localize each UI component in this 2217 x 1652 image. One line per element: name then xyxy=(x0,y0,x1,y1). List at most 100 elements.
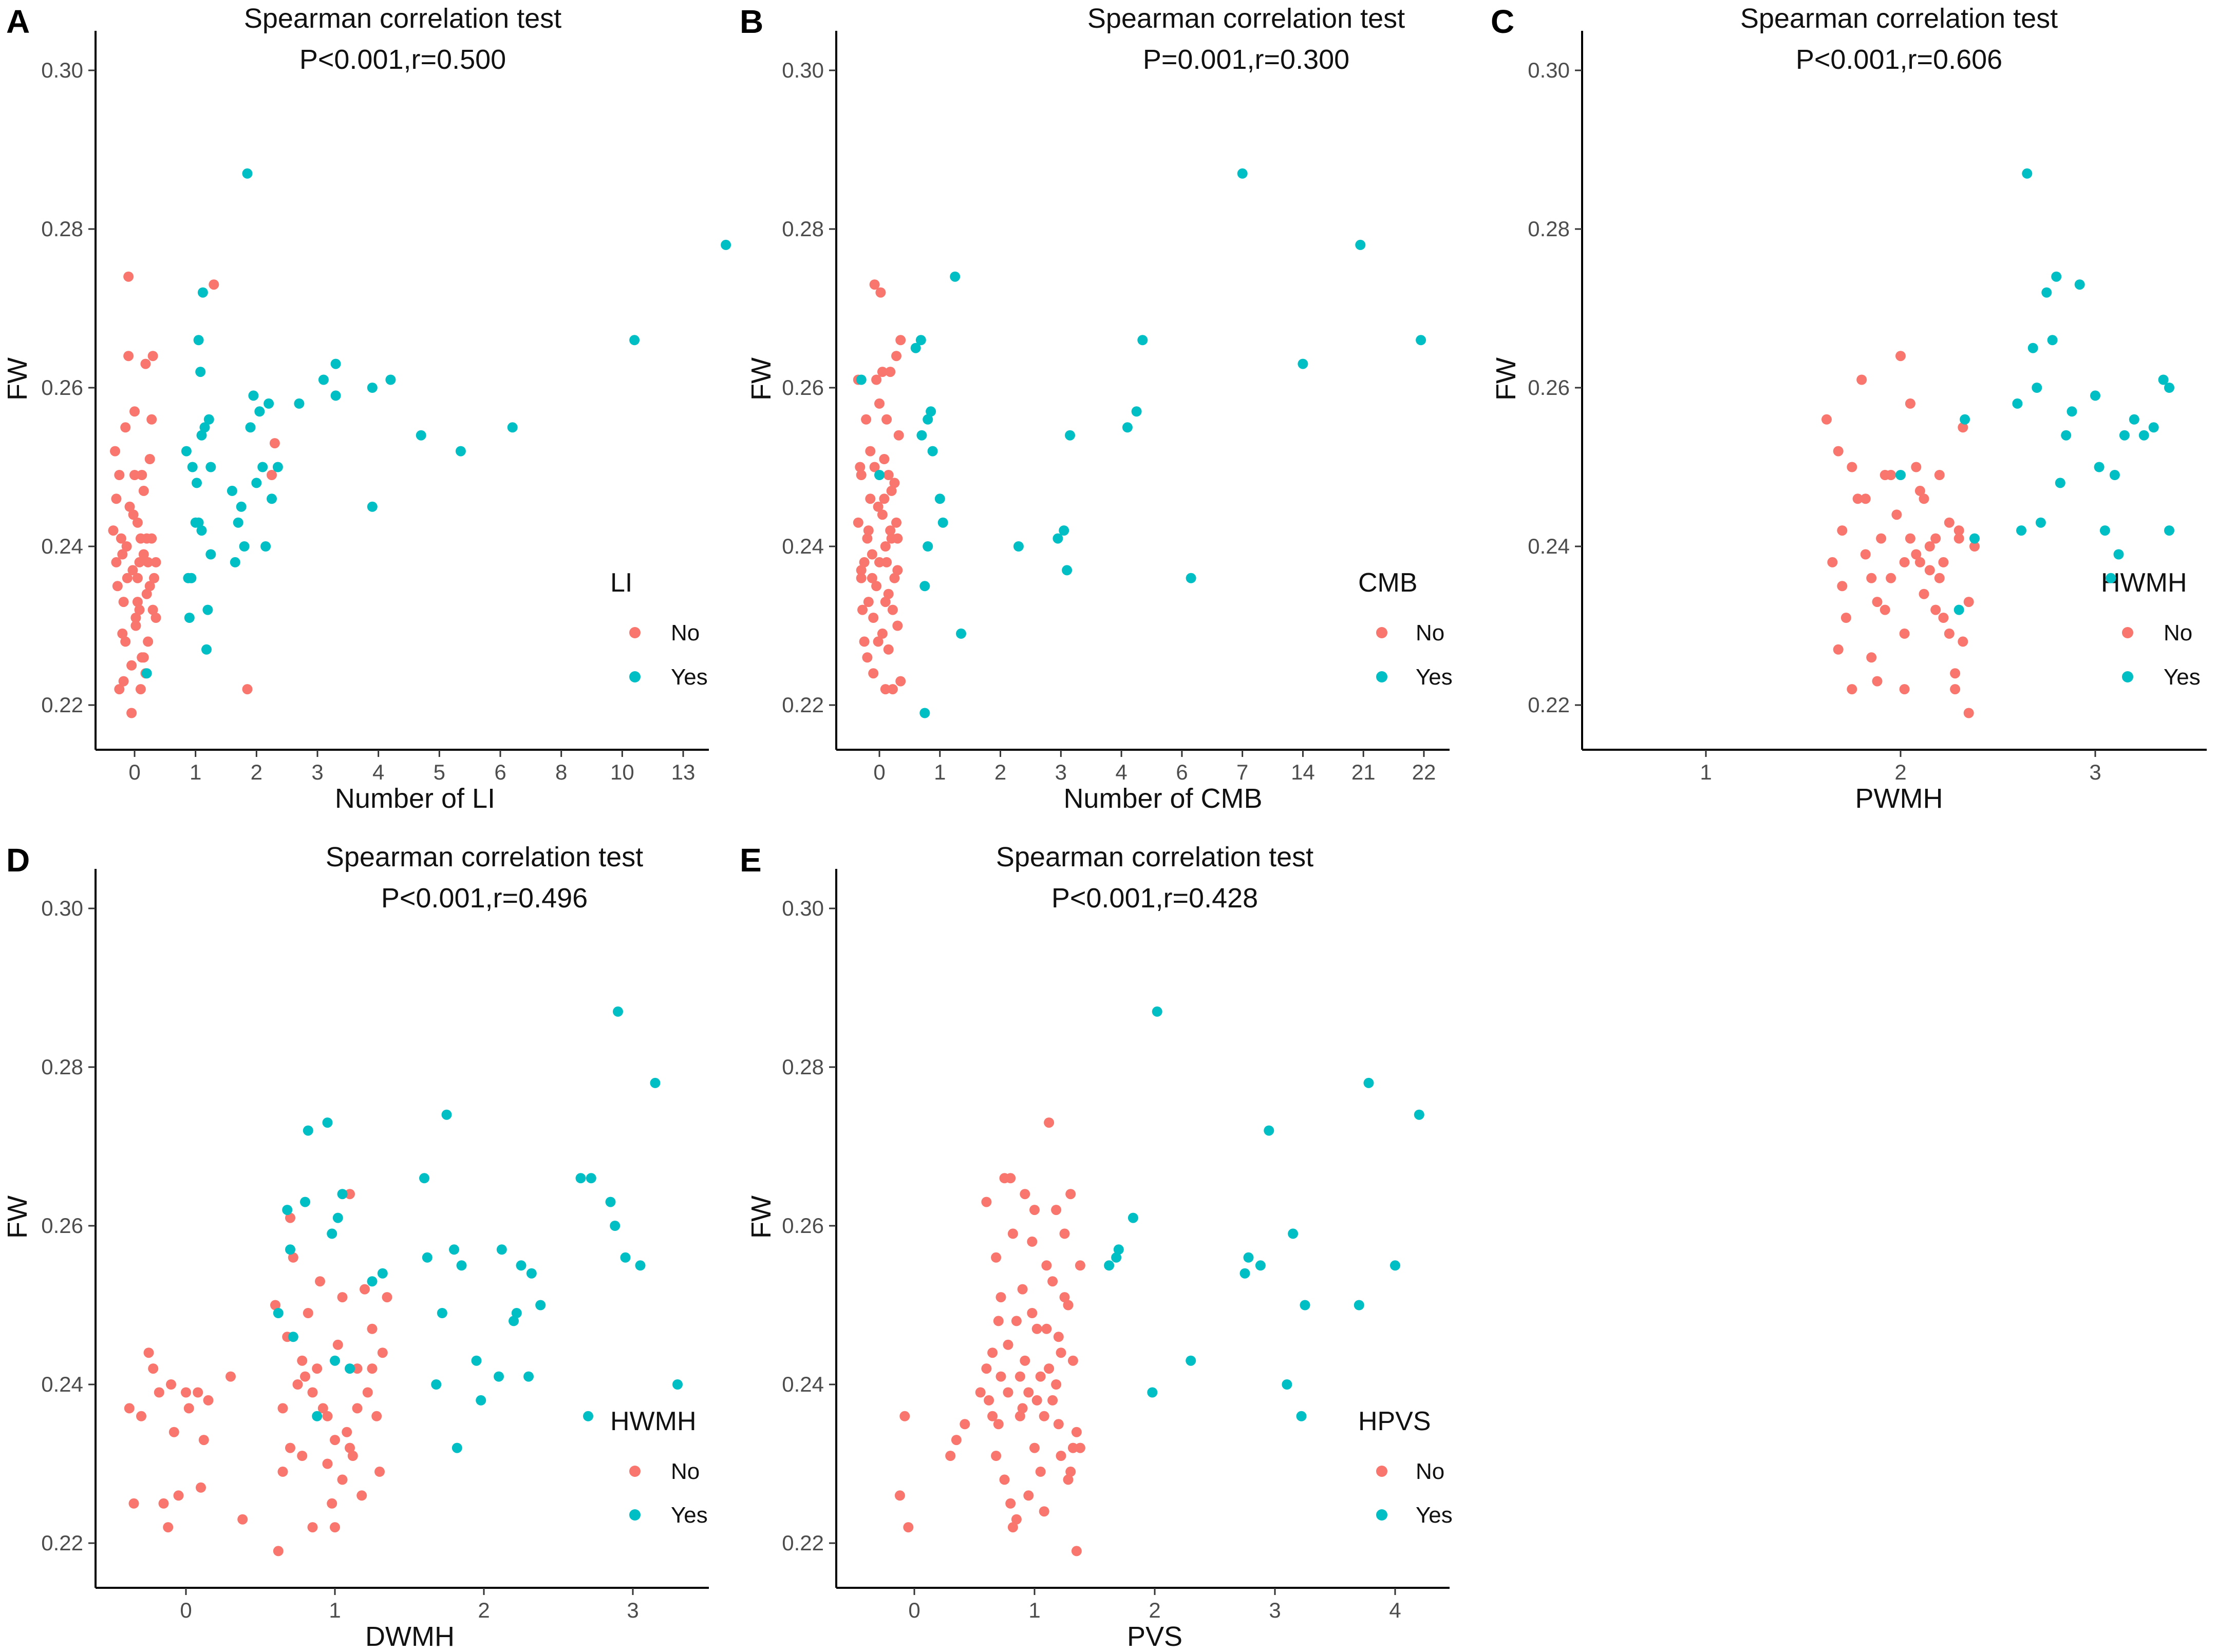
legend-label-no: No xyxy=(671,620,700,645)
data-point-no xyxy=(166,1379,176,1390)
data-point-yes xyxy=(197,287,208,298)
data-point-no xyxy=(892,533,903,544)
x-tick-label: 0 xyxy=(180,1598,192,1622)
data-point-yes xyxy=(526,1268,537,1279)
data-point-no xyxy=(951,1435,962,1446)
data-point-no xyxy=(337,1292,348,1303)
data-point-no xyxy=(1014,1411,1025,1421)
data-point-yes xyxy=(2012,398,2023,409)
data-point-no xyxy=(1075,1442,1085,1453)
data-point-yes xyxy=(1390,1260,1400,1271)
y-tick-label: 0.30 xyxy=(41,896,83,920)
data-point-no xyxy=(856,470,867,480)
data-point-yes xyxy=(535,1300,546,1311)
data-point-no xyxy=(1041,1323,1052,1334)
data-point-no xyxy=(158,1498,169,1509)
data-point-no xyxy=(307,1522,318,1533)
y-tick-label: 0.30 xyxy=(41,58,83,82)
data-point-no xyxy=(889,573,900,583)
data-point-no xyxy=(1031,1323,1042,1334)
data-point-no xyxy=(154,1387,164,1398)
data-point-no xyxy=(1029,1205,1040,1216)
legend-label-yes: Yes xyxy=(1416,664,1453,690)
data-point-no xyxy=(130,613,141,623)
data-point-no xyxy=(855,462,866,472)
data-point-no xyxy=(1011,1514,1022,1525)
data-point-yes xyxy=(2022,168,2033,179)
data-point-no xyxy=(1833,446,1844,457)
panel-label-d: D xyxy=(6,842,30,879)
data-point-yes xyxy=(227,485,237,496)
data-point-yes xyxy=(422,1252,433,1263)
data-point-no xyxy=(883,588,894,599)
data-point-no xyxy=(869,462,880,472)
data-point-no xyxy=(1063,1474,1074,1485)
data-point-yes xyxy=(186,573,197,583)
data-point-yes xyxy=(230,557,240,567)
data-point-no xyxy=(148,1363,159,1374)
y-axis-title: FW xyxy=(746,357,777,401)
data-point-no xyxy=(377,1347,388,1358)
data-point-no xyxy=(277,1403,288,1414)
data-point-no xyxy=(1938,557,1949,567)
data-point-no xyxy=(1041,1260,1052,1271)
stat-title: Spearman correlation test xyxy=(326,842,643,872)
data-point-no xyxy=(1860,549,1871,560)
data-point-yes xyxy=(923,541,933,552)
data-point-no xyxy=(121,541,132,552)
data-point-no xyxy=(134,604,145,615)
data-point-no xyxy=(1919,493,1929,504)
y-tick-label: 0.22 xyxy=(782,693,824,717)
data-point-no xyxy=(193,1387,203,1398)
data-point-no xyxy=(863,525,874,536)
data-point-yes xyxy=(294,398,305,409)
data-point-yes xyxy=(449,1244,459,1255)
data-point-no xyxy=(126,660,137,671)
data-point-no xyxy=(151,613,161,623)
data-point-no xyxy=(1911,462,1922,472)
data-point-no xyxy=(312,1363,323,1374)
data-point-no xyxy=(267,470,277,480)
data-point-no xyxy=(880,597,891,607)
data-point-no xyxy=(981,1197,992,1207)
data-point-no xyxy=(1953,525,1964,536)
data-point-no xyxy=(853,517,863,528)
data-point-no xyxy=(1899,557,1910,567)
data-point-no xyxy=(144,454,155,464)
data-point-yes xyxy=(2113,549,2124,560)
data-point-yes xyxy=(471,1355,482,1366)
data-point-yes xyxy=(1296,1411,1307,1421)
data-point-no xyxy=(886,485,897,496)
data-point-no xyxy=(300,1371,310,1382)
data-point-yes xyxy=(1363,1077,1374,1088)
data-point-no xyxy=(1044,1117,1055,1128)
data-point-yes xyxy=(1355,239,1366,250)
data-point-no xyxy=(111,557,122,567)
data-point-no xyxy=(856,565,867,576)
x-tick-label: 4 xyxy=(1389,1598,1401,1622)
panel-d: D Spearman correlation test P<0.001,r=0.… xyxy=(2,842,709,1652)
x-tick-label: 14 xyxy=(1291,760,1315,784)
data-point-no xyxy=(118,597,129,607)
data-point-yes xyxy=(2164,383,2174,393)
data-point-no xyxy=(895,676,906,687)
data-point-no xyxy=(123,271,134,282)
data-point-no xyxy=(137,470,147,480)
data-point-no xyxy=(1914,485,1925,496)
data-point-no xyxy=(303,1308,313,1318)
data-point-yes xyxy=(322,1117,333,1128)
data-point-no xyxy=(269,438,280,449)
y-tick-label: 0.22 xyxy=(41,693,83,717)
data-point-yes xyxy=(1065,430,1075,441)
legend-marker-no xyxy=(1376,627,1387,638)
data-point-yes xyxy=(330,358,341,369)
data-point-yes xyxy=(629,335,640,346)
data-point-no xyxy=(1020,1355,1030,1366)
data-point-yes xyxy=(1895,470,1906,480)
data-point-yes xyxy=(496,1244,507,1255)
data-point-no xyxy=(110,446,120,457)
data-point-no xyxy=(327,1498,337,1509)
data-point-yes xyxy=(1013,541,1024,552)
legend-title: HWMH xyxy=(610,1407,697,1436)
data-point-no xyxy=(140,358,151,369)
